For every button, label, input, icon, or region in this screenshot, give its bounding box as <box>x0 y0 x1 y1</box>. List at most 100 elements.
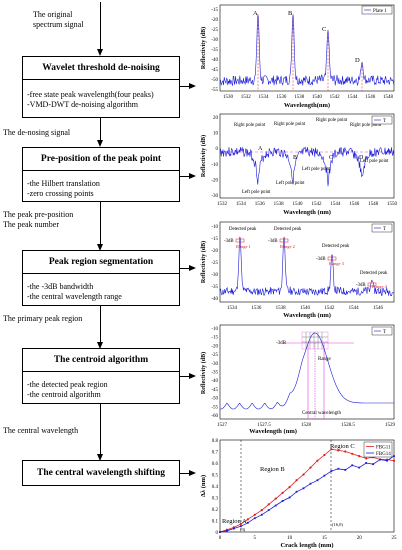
plot-frame <box>219 324 395 420</box>
data-point-fbg14 <box>379 458 381 461</box>
detected-peak-label: Detected peak <box>274 227 302 232</box>
data-point-fbg11 <box>253 513 256 516</box>
y-axis-label: Reflectivity (dB) <box>200 241 207 283</box>
data-point-fbg14 <box>274 504 277 507</box>
box-item: -the centroid algorithm <box>27 389 101 399</box>
legend-label-fbg14: FBG14 <box>376 452 391 457</box>
y-tick: -10 <box>211 225 218 230</box>
x-axis-label: Wavelength(nm) <box>284 102 330 109</box>
x-tick: 1540 <box>293 202 304 207</box>
region-label-b: Region B <box>260 466 285 473</box>
x-tick: 1532 <box>241 95 252 100</box>
plot-hilbert-transform: 1532 1534 1536 1538 1540 1542 1544 1546 1548 1550… <box>200 113 398 216</box>
box-centroid: The centroid algorithm -the detected pea… <box>22 348 180 404</box>
label-central-wavelength: The central wavelength <box>3 426 79 435</box>
right-arrow <box>180 176 190 177</box>
box-title: The central wavelength shifting <box>37 468 165 478</box>
data-point-fbg11 <box>330 448 333 451</box>
arrow-head <box>97 140 103 147</box>
data-point-fbg11 <box>302 473 305 476</box>
data-point-fbg14 <box>260 513 263 516</box>
x-tick: 1534 <box>259 95 270 100</box>
y-axis-label: Reflectivity (dB) <box>200 352 207 394</box>
data-point-fbg11 <box>260 509 263 512</box>
y-tick: -15 <box>211 8 218 13</box>
range-label: Range 3 <box>329 261 345 266</box>
y-tick: -25 <box>211 28 218 33</box>
right-arrow <box>180 376 190 377</box>
detected-peak-label: Detected peak <box>322 244 350 249</box>
x-tick-labels: 1534 1536 1538 1540 1542 1544 1546 <box>227 306 384 311</box>
peak-label-a: A <box>253 10 258 17</box>
plot-frame <box>219 4 395 92</box>
series-line-fbg14 <box>219 455 395 533</box>
flow-arrow <box>100 404 101 456</box>
y-tick: -10 <box>211 327 218 332</box>
data-point-fbg14 <box>337 467 340 470</box>
x-tick: 1538 <box>294 95 305 100</box>
data-point-fbg14 <box>253 517 256 520</box>
y-tick: -45 <box>211 68 218 73</box>
data-point-fbg14 <box>246 521 249 524</box>
peak-label-b: B <box>288 10 293 17</box>
x-tick-labels: 1527 1527.5 1528 1528.5 1529 <box>217 423 396 428</box>
label-original: The original spectrum signal <box>33 10 84 29</box>
x-tick: 1546 <box>365 95 376 100</box>
x-tick: 15 <box>322 536 328 541</box>
y-tick: 0.5 <box>212 474 219 479</box>
legend-box <box>361 5 393 15</box>
y-tick: -15 <box>211 336 218 341</box>
x-tick: 1542 <box>330 95 341 100</box>
y-tick: -50 <box>211 397 218 402</box>
legend-label: T <box>383 330 386 335</box>
reflectivity-line <box>219 332 394 410</box>
spectrum-line <box>219 14 395 87</box>
segmented-line <box>219 236 395 296</box>
plot-centroid: 1527 1527.5 1528 1528.5 1529 -10 -15 -20 -25 -30… <box>200 324 396 435</box>
plot-frame <box>219 113 395 199</box>
data-point-fbg14 <box>323 474 326 477</box>
data-point-fbg14 <box>358 466 361 469</box>
divider <box>23 273 179 274</box>
central-wavelength-label: Central wavelength <box>302 411 342 416</box>
right-arrow <box>180 86 190 87</box>
y-tick: -15 <box>211 237 218 242</box>
db-label: -3dB <box>268 239 278 244</box>
db-label: -3dB <box>224 239 234 244</box>
range-label: Range 2 <box>280 244 295 249</box>
point-a: A <box>258 146 263 152</box>
box-item: -the -3dB bandwidth <box>27 282 94 291</box>
y-tick: 0.4 <box>212 485 219 490</box>
x-tick-labels: 0 5 10 15 20 25 <box>219 536 397 541</box>
data-point-fbg14 <box>281 500 284 502</box>
hilbert-line <box>219 146 395 187</box>
data-point-fbg11 <box>344 450 347 453</box>
series-group <box>218 448 396 534</box>
y-tick: 0.7 <box>212 451 219 456</box>
y-tick: 0.2 <box>212 508 219 513</box>
data-point-fbg11 <box>316 459 319 462</box>
y-tick: -50 <box>211 78 218 83</box>
box-title: Peak region segmentation <box>48 257 154 267</box>
region-label-a: Region A <box>222 518 247 525</box>
data-point-fbg14 <box>219 531 221 533</box>
y-tick: -40 <box>211 58 218 63</box>
x-tick: 1527.5 <box>257 423 271 428</box>
data-point-fbg14 <box>393 455 395 457</box>
region-label-c: Region C <box>330 443 355 450</box>
arrow-head <box>189 265 196 271</box>
data-point-fbg14 <box>226 529 228 532</box>
divider <box>23 79 179 80</box>
x-tick: 1540 <box>312 95 323 100</box>
plot-raw-spectrum: 1530 1532 1534 1536 1538 1540 1542 1544 1546 1548… <box>200 4 395 109</box>
label-denoised: The de-nosing signal <box>3 128 71 137</box>
mark-label: (3) <box>240 527 246 532</box>
x-tick: 1534 <box>236 202 247 207</box>
y-tick: 0.8 <box>212 439 219 444</box>
y-tick: -30 <box>211 194 218 199</box>
data-point-fbg11 <box>274 497 277 500</box>
range-label: Range 4 <box>372 284 388 289</box>
y-tick-labels: -10 -15 -20 -25 -30 -35 -40 -45 -50 -55 -60 <box>211 327 218 419</box>
x-tick-labels: 1532 1534 1536 1538 1540 1542 1544 1546 1548 1550 <box>217 202 398 207</box>
x-tick: 1540 <box>300 306 311 311</box>
